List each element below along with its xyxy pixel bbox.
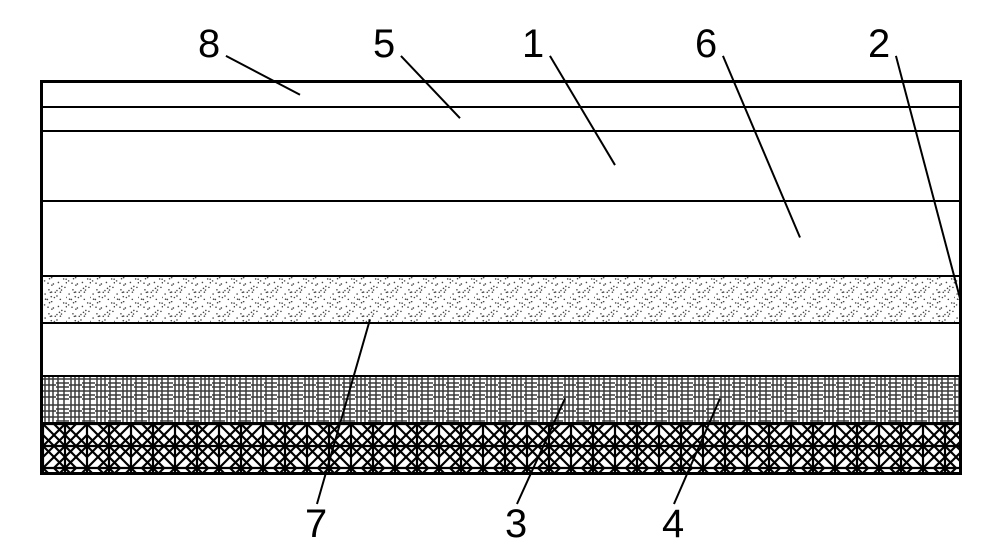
- callout-label-1: 1: [522, 22, 544, 67]
- layer-L3: [43, 375, 959, 422]
- layer-L8: [43, 83, 959, 106]
- layer-L1: [43, 130, 959, 200]
- cross-section-stack: [40, 80, 962, 475]
- callout-label-6: 6: [695, 22, 717, 67]
- callout-label-7: 7: [305, 502, 327, 547]
- layer-L7: [43, 322, 959, 375]
- callout-label-8: 8: [198, 22, 220, 67]
- callout-label-5: 5: [373, 22, 395, 67]
- layer-L5: [43, 106, 959, 129]
- layer-L4: [43, 422, 959, 472]
- layer-L6: [43, 200, 959, 275]
- callout-label-4: 4: [662, 502, 684, 547]
- callout-label-2: 2: [868, 22, 890, 67]
- callout-label-3: 3: [505, 502, 527, 547]
- layer-L2: [43, 275, 959, 322]
- figure-stage: 8 5 1 6 2 7 3 4: [0, 0, 1000, 544]
